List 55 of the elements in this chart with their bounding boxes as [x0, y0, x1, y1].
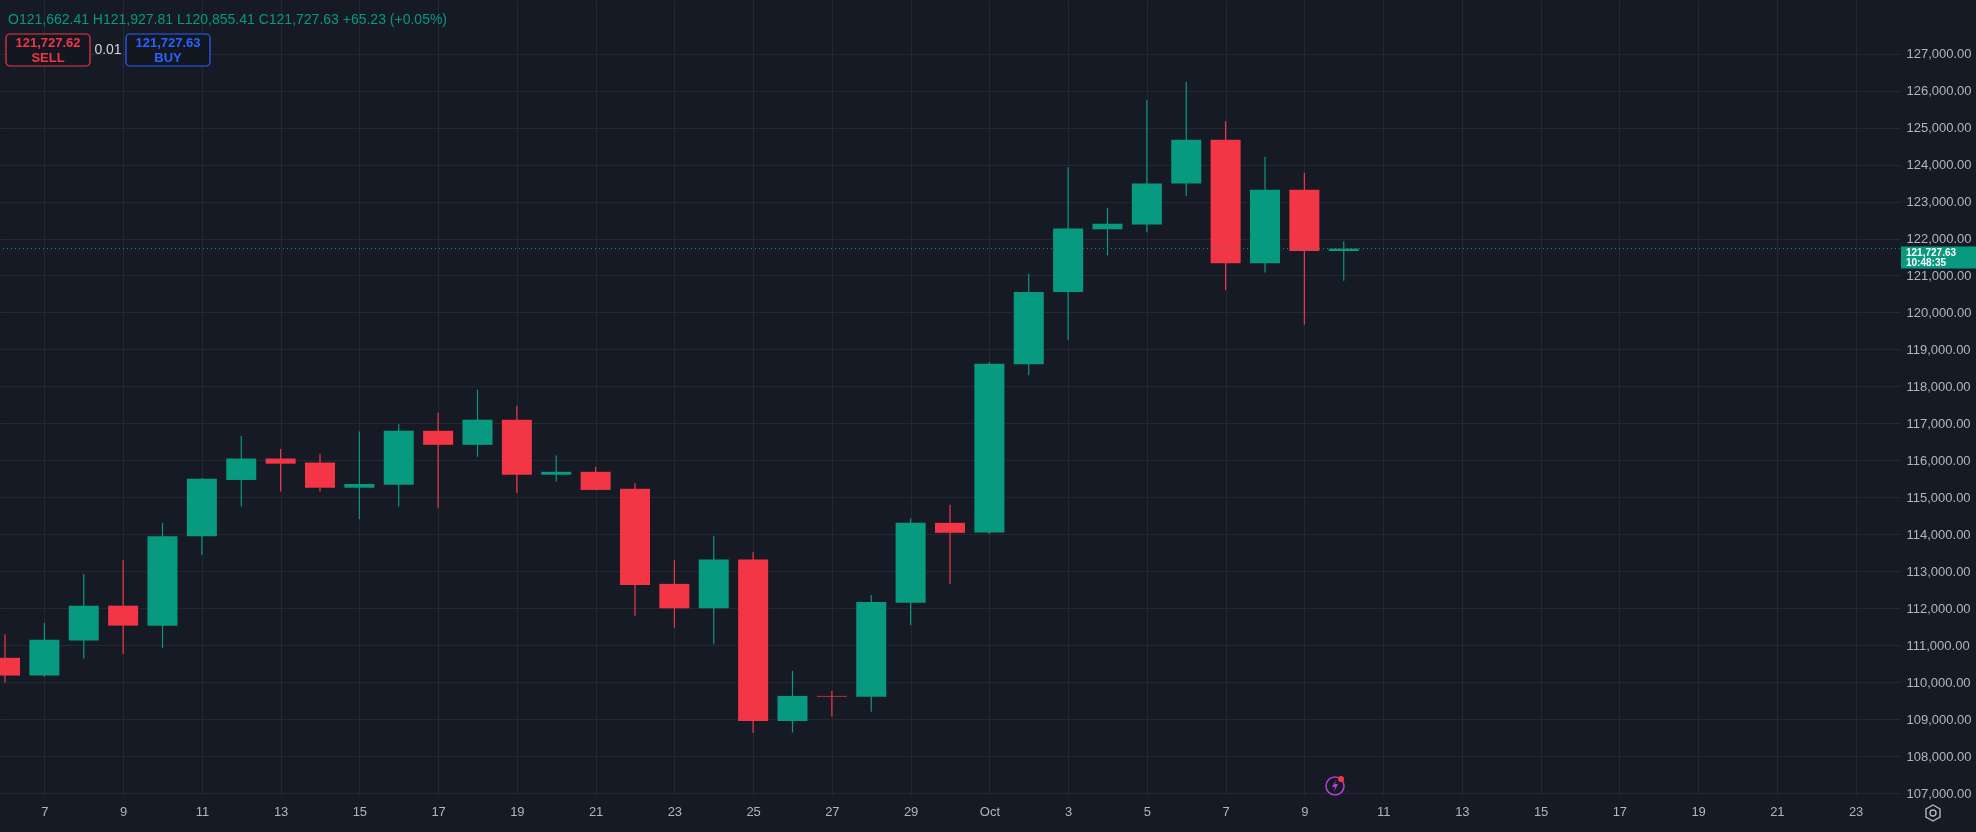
- y-tick-label: 118,000.00: [1906, 378, 1971, 394]
- y-tick-label: 120,000.00: [1906, 304, 1972, 320]
- y-tick-label: 119,000.00: [1906, 341, 1971, 357]
- y-tick-label: 115,000.00: [1906, 489, 1971, 505]
- y-tick-label: 111,000.00: [1906, 637, 1970, 653]
- x-tick-label: 21: [1770, 803, 1785, 819]
- y-tick-label: 127,000.00: [1906, 46, 1972, 62]
- x-tick-label: 11: [1376, 803, 1391, 819]
- x-tick-label: 29: [903, 803, 919, 819]
- x-tick-label: 13: [1455, 803, 1470, 819]
- candlestick: [265, 448, 296, 493]
- y-tick-label: 116,000.00: [1906, 452, 1971, 468]
- annotation: 121,727.63 BUY: [135, 35, 201, 65]
- candlestick: [816, 690, 847, 718]
- x-tick-label: 21: [588, 803, 604, 819]
- y-tick-label: 107,000.00: [1906, 785, 1972, 801]
- x-tick-label: 11: [195, 803, 210, 819]
- y-tick-label: 122,000.00: [1906, 231, 1972, 246]
- candlestick: [344, 430, 375, 520]
- x-tick-label: 23: [1848, 803, 1864, 819]
- annotation: 121,727.62 SELL: [15, 35, 81, 65]
- x-tick-label: 15: [1533, 803, 1549, 819]
- x-tick-label: 3: [1065, 803, 1073, 819]
- y-tick-label: 126,000.00: [1906, 83, 1972, 99]
- candlestick: [541, 454, 572, 483]
- candlestick: [935, 504, 965, 585]
- y-tick-label: 123,000.00: [1906, 194, 1972, 210]
- x-tick-label: 19: [1691, 803, 1706, 819]
- x-tick-label: 7: [41, 803, 49, 819]
- x-tick-label: 9: [1301, 803, 1309, 819]
- x-tick-label: Oct: [979, 803, 1001, 819]
- x-tick-label: 27: [825, 803, 840, 819]
- y-tick-label: 113,000.00: [1906, 563, 1971, 579]
- y-tick-label: 109,000.00: [1906, 711, 1972, 727]
- ref-line-label: 121,727.63 10:48:35: [1906, 246, 1957, 268]
- y-tick-label: 125,000.00: [1906, 120, 1972, 136]
- x-tick-label: 15: [352, 803, 368, 819]
- y-tick-label: 117,000.00: [1906, 415, 1971, 431]
- x-tick-label: 17: [1612, 803, 1628, 819]
- x-tick-label: 19: [510, 803, 525, 819]
- x-tick-label: 25: [746, 803, 761, 819]
- y-tick-label: 108,000.00: [1906, 748, 1972, 764]
- x-tick-label: 17: [431, 803, 446, 819]
- x-tick-label: 7: [1222, 803, 1230, 819]
- y-tick-label: 112,000.00: [1906, 600, 1971, 616]
- y-tick-label: 110,000.00: [1906, 674, 1971, 690]
- y-tick-label: 124,000.00: [1906, 157, 1972, 173]
- x-tick-label: 13: [273, 803, 289, 819]
- y-tick-label: 114,000.00: [1906, 526, 1971, 542]
- y-tick-label: 121,000.00: [1906, 267, 1972, 283]
- annotation: O121,662.41 H121,927.81 L120,855.41 C121,727.63 +65.23 (+0.05%): [8, 11, 448, 27]
- x-tick-label: 5: [1143, 803, 1151, 819]
- x-tick-label: 9: [120, 803, 128, 819]
- annotation: 0.01: [94, 41, 122, 57]
- x-tick-label: 23: [667, 803, 683, 819]
